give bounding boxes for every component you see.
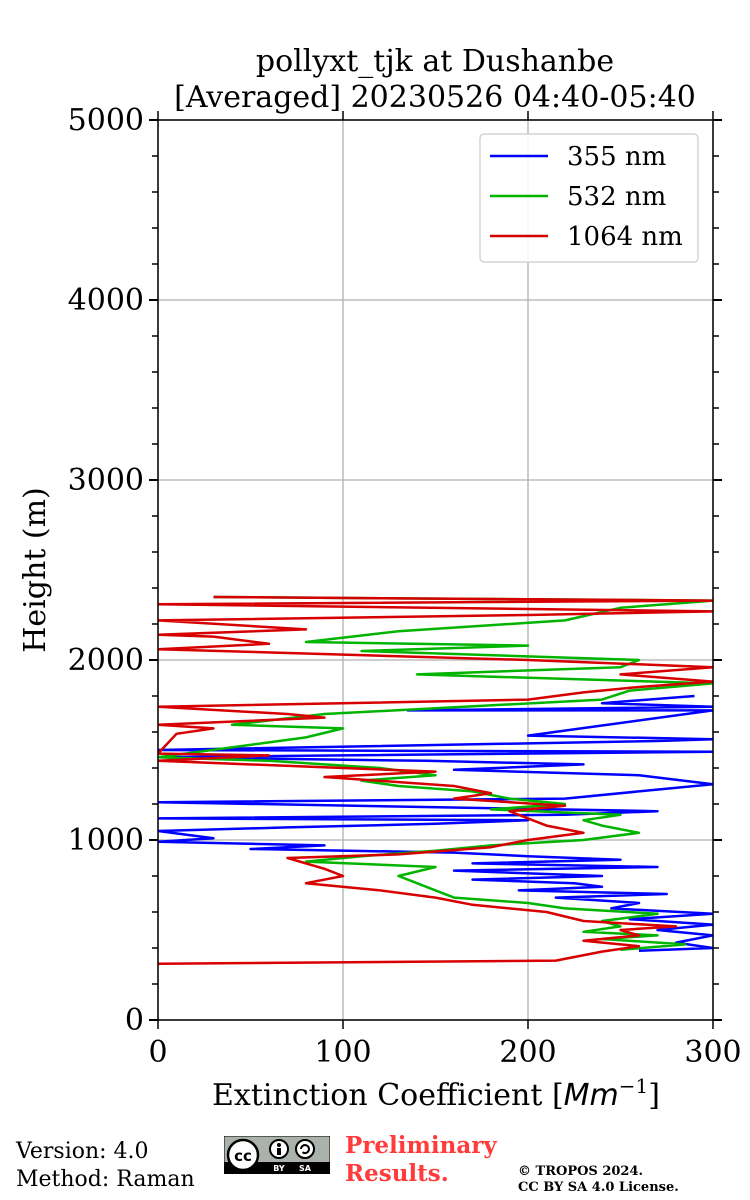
cc-badge-text: cc — [234, 1147, 252, 1165]
by-label: BY — [273, 1164, 285, 1173]
copyright-notice: © TROPOS 2024. CC BY SA 4.0 License. — [518, 1164, 679, 1196]
preliminary-line1: Preliminary — [345, 1132, 497, 1159]
preliminary-line2: Results. — [345, 1160, 449, 1187]
legend-label: 1064 nm — [567, 222, 683, 252]
x-axis-label-text: Extinction Coefficient — [212, 1078, 542, 1113]
method-text: Method: Raman — [16, 1167, 195, 1192]
preliminary-results-notice: Preliminary Results. — [345, 1132, 497, 1188]
y-tick-label: 1000 — [68, 823, 144, 858]
y-tick-label: 3000 — [68, 463, 144, 498]
y-tick-label: 0 — [125, 1003, 144, 1038]
sa-icon — [295, 1139, 315, 1159]
series-line-355-nm — [158, 694, 713, 952]
chart-title-line2: [Averaged] 20230526 04:40-05:40 — [174, 80, 696, 115]
cc-by-sa-license-badge: cc BY SA — [224, 1136, 330, 1174]
x-tick-label: 200 — [499, 1035, 556, 1070]
copyright-line2: CC BY SA 4.0 License. — [518, 1180, 679, 1195]
legend-label: 532 nm — [567, 182, 666, 212]
series-line-1064-nm — [158, 595, 713, 966]
x-tick-label: 300 — [684, 1035, 741, 1070]
chart-title-line1: pollyxt_tjk at Dushanbe — [255, 44, 615, 79]
copyright-line1: © TROPOS 2024. — [518, 1164, 644, 1179]
axis-ticks — [149, 111, 722, 1029]
plot-frame — [157, 119, 714, 1021]
footer-info: Version: 4.0 Method: Raman — [16, 1138, 195, 1194]
version-text: Version: 4.0 — [16, 1139, 149, 1164]
legend: 355 nm 532 nm 1064 nm — [479, 133, 699, 263]
series-layer — [158, 595, 713, 966]
legend-label: 355 nm — [567, 142, 666, 172]
y-tick-label: 5000 — [68, 103, 144, 138]
legend-box — [479, 133, 699, 263]
sa-label: SA — [299, 1164, 312, 1173]
y-tick-label: 4000 — [68, 283, 144, 318]
x-axis-label: Extinction Coefficient [Mm−1] — [212, 1074, 660, 1113]
y-axis-label: Height (m) — [18, 487, 53, 652]
x-tick-label: 0 — [148, 1035, 167, 1070]
x-axis-unit-exponent: −1 — [619, 1074, 648, 1098]
x-tick-label: 100 — [314, 1035, 371, 1070]
x-axis-unit: Mm — [564, 1078, 619, 1113]
y-tick-label: 2000 — [68, 643, 144, 678]
